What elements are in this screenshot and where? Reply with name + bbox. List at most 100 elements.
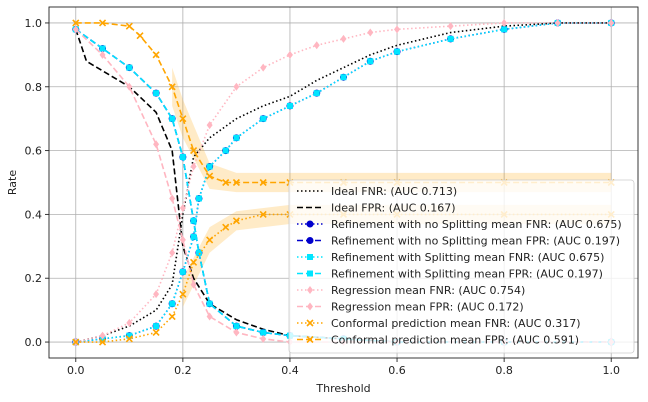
series-line — [75, 22, 612, 184]
data-point — [206, 236, 214, 244]
data-point — [232, 217, 240, 225]
data-point — [98, 338, 107, 346]
data-point — [98, 19, 107, 27]
x-tick-label: 0.6 — [388, 364, 406, 377]
data-point — [136, 32, 144, 40]
data-point — [367, 28, 374, 37]
data-point — [153, 140, 160, 149]
x-tick-label: 1.0 — [602, 364, 620, 377]
data-point — [501, 26, 508, 33]
series-line — [75, 22, 612, 343]
data-point — [195, 249, 202, 256]
data-point — [206, 172, 214, 180]
data-point — [168, 83, 176, 91]
legend-entry: Conformal prediction mean FNR: (AUC 0.31… — [331, 317, 581, 330]
data-point — [168, 312, 176, 321]
data-point — [222, 223, 230, 231]
data-point — [306, 335, 314, 344]
x-tick-label: 0.0 — [67, 364, 85, 377]
data-point — [233, 82, 240, 91]
data-point — [126, 318, 133, 327]
x-tick-label: 0.8 — [495, 364, 513, 377]
data-point — [195, 195, 202, 202]
legend-entry: Ideal FNR: (AUC 0.713) — [331, 185, 457, 198]
data-point — [153, 90, 160, 97]
data-point — [190, 147, 198, 155]
data-point — [169, 194, 176, 203]
y-tick-label: 0.0 — [25, 336, 43, 349]
data-point — [206, 121, 213, 130]
data-point — [259, 178, 267, 187]
data-point — [206, 163, 213, 170]
data-point — [190, 233, 197, 240]
data-point — [447, 22, 454, 31]
data-point — [179, 268, 186, 275]
y-tick-label: 0.2 — [25, 272, 43, 285]
data-point — [206, 312, 213, 321]
data-point — [99, 45, 106, 52]
x-axis-label: Threshold — [315, 382, 370, 395]
y-tick-label: 0.8 — [25, 81, 43, 94]
data-point — [307, 254, 313, 260]
data-point — [126, 64, 133, 71]
series-group — [72, 19, 615, 187]
y-tick-label: 1.0 — [25, 17, 43, 30]
data-point — [367, 58, 374, 65]
data-point — [190, 217, 197, 224]
data-point — [233, 323, 240, 330]
data-point — [394, 25, 401, 34]
data-point — [153, 323, 160, 330]
legend-entry: Refinement with Splitting mean FPR: (AUC… — [331, 268, 603, 281]
data-point — [169, 300, 176, 307]
data-point — [307, 270, 313, 277]
data-point — [179, 115, 187, 123]
legend-entry: Regression mean FNR: (AUC 0.754) — [331, 284, 525, 297]
data-point — [447, 35, 454, 42]
x-tick-label: 0.4 — [281, 364, 299, 377]
y-tick-label: 0.6 — [25, 145, 43, 158]
data-point — [307, 302, 313, 311]
data-point — [169, 248, 176, 257]
data-point — [179, 290, 187, 298]
data-point — [126, 82, 133, 91]
data-point — [125, 22, 133, 30]
data-point — [501, 18, 508, 27]
data-point — [306, 237, 314, 244]
legend-entry: Conformal prediction mean FPR: (AUC 0.59… — [331, 334, 579, 347]
data-point — [260, 329, 267, 336]
legend-entry: Refinement with no Splitting mean FPR: (… — [331, 235, 620, 248]
data-point — [72, 25, 79, 34]
data-point — [169, 115, 176, 122]
data-point — [99, 50, 106, 59]
data-point — [307, 286, 313, 294]
plot-frame — [48, 6, 639, 359]
y-tick-label: 0.4 — [25, 208, 43, 221]
data-point — [286, 50, 293, 59]
legend: Ideal FNR: (AUC 0.713) Ideal FPR: (AUC 0.… — [288, 179, 635, 354]
data-point — [153, 290, 160, 299]
legend-box — [288, 179, 635, 354]
data-point — [72, 338, 80, 346]
data-point — [126, 332, 133, 339]
data-point — [233, 328, 240, 337]
data-point — [306, 319, 314, 327]
data-point — [222, 178, 230, 187]
data-point — [259, 210, 267, 218]
data-point — [340, 34, 347, 43]
legend-entry: Regression mean FPR: (AUC 0.172) — [331, 301, 524, 314]
data-point — [152, 328, 160, 337]
data-point — [286, 102, 293, 109]
data-point — [152, 51, 160, 59]
data-point — [190, 280, 197, 289]
data-point — [99, 331, 106, 340]
data-point — [222, 147, 229, 154]
data-point — [608, 18, 615, 27]
x-tick-label: 0.2 — [174, 364, 192, 377]
legend-entry: Ideal FPR: (AUC 0.167) — [331, 202, 456, 215]
data-point — [554, 18, 561, 27]
data-point — [340, 74, 347, 81]
data-point — [179, 153, 186, 160]
data-point — [190, 162, 197, 171]
data-point — [394, 48, 401, 55]
